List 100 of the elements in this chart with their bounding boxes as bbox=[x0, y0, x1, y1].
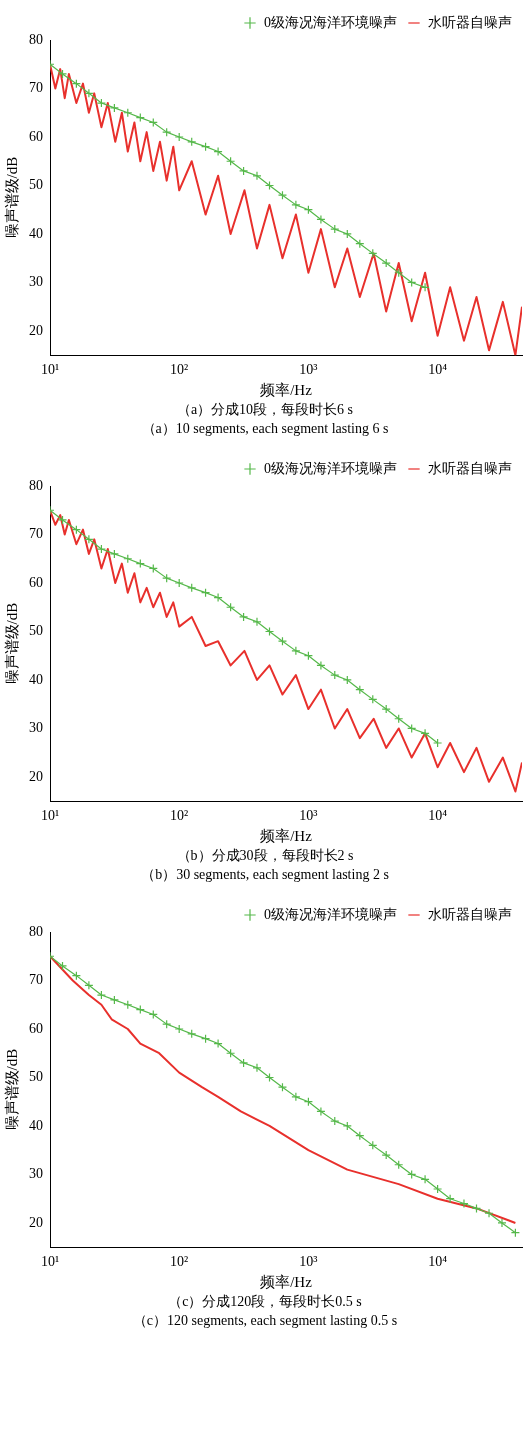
y-tick-label: 70 bbox=[29, 972, 43, 988]
point bbox=[84, 88, 94, 98]
point bbox=[291, 1092, 301, 1102]
x-axis-title: 频率/Hz bbox=[260, 1273, 313, 1290]
x-tick-label: 10³ bbox=[299, 1254, 318, 1270]
y-tick-label: 60 bbox=[29, 1020, 43, 1036]
x-tick-label: 10¹ bbox=[40, 1254, 60, 1270]
x-tick-label: 10¹ bbox=[40, 362, 60, 378]
text: （c）分成120段，每段时长0.5 s bbox=[167, 1293, 363, 1311]
point bbox=[96, 544, 107, 554]
point bbox=[330, 670, 340, 680]
point bbox=[174, 132, 184, 142]
text: （b）30 segments, each segment lasting 2 s bbox=[140, 866, 390, 884]
point bbox=[174, 578, 184, 588]
point bbox=[109, 995, 119, 1005]
text: （c）120 segments, each segment lasting 0.5 s bbox=[131, 1312, 399, 1330]
x-tick-label: 10⁴ bbox=[428, 808, 448, 824]
legend-label: 水听器自噪声 bbox=[428, 906, 512, 922]
point bbox=[484, 1208, 494, 1218]
text: （a）分成10段，每段时长6 s bbox=[175, 401, 355, 419]
point bbox=[96, 98, 107, 108]
point bbox=[109, 549, 119, 559]
y-tick-label: 80 bbox=[29, 477, 43, 493]
point bbox=[316, 1106, 326, 1117]
point bbox=[433, 738, 443, 748]
y-tick-label: 60 bbox=[29, 128, 43, 144]
y-tick-label: 40 bbox=[29, 225, 43, 241]
point bbox=[109, 103, 119, 113]
x-tick-label: 10³ bbox=[299, 808, 318, 824]
x-tick-label: 10⁴ bbox=[428, 362, 448, 378]
point bbox=[342, 229, 352, 239]
text: （b）分成30段，每段时长2 s bbox=[175, 847, 355, 865]
y-tick-label: 70 bbox=[29, 526, 43, 542]
point bbox=[445, 1194, 455, 1204]
x-tick-label: 10⁴ bbox=[428, 1254, 448, 1270]
point bbox=[252, 171, 262, 181]
x-tick-label: 10³ bbox=[299, 362, 318, 378]
point bbox=[84, 534, 94, 544]
legend-label: 0级海况海洋环境噪声 bbox=[264, 460, 397, 476]
point bbox=[459, 1198, 469, 1209]
x-tick-label: 10¹ bbox=[40, 808, 60, 824]
point bbox=[162, 573, 172, 583]
x-axis-title: 频率/Hz bbox=[260, 381, 313, 398]
y-tick-label: 80 bbox=[29, 923, 43, 939]
y-tick-label: 70 bbox=[29, 80, 43, 96]
point bbox=[238, 612, 249, 622]
y-tick-label: 30 bbox=[29, 1166, 43, 1182]
legend-label: 水听器自噪声 bbox=[428, 460, 512, 476]
point bbox=[420, 282, 430, 292]
legend-label: 0级海况海洋环境噪声 bbox=[264, 906, 397, 922]
y-tick-label: 20 bbox=[29, 768, 43, 784]
point bbox=[330, 1116, 340, 1126]
point bbox=[174, 1024, 184, 1034]
point bbox=[238, 1058, 249, 1068]
point bbox=[213, 146, 223, 157]
point bbox=[57, 515, 68, 525]
y-axis-title: 噪声谱级/dB bbox=[3, 1048, 20, 1131]
point bbox=[96, 990, 107, 1000]
point bbox=[381, 1150, 391, 1160]
point bbox=[84, 980, 94, 990]
y-tick-label: 60 bbox=[29, 574, 43, 590]
point bbox=[497, 1218, 507, 1228]
y-tick-label: 40 bbox=[29, 1117, 43, 1133]
point bbox=[162, 127, 172, 137]
y-axis-title: 噪声谱级/dB bbox=[3, 156, 20, 239]
y-tick-label: 50 bbox=[29, 177, 43, 193]
point bbox=[342, 675, 352, 685]
y-tick-label: 30 bbox=[29, 720, 43, 736]
y-tick-label: 20 bbox=[29, 322, 43, 338]
point bbox=[252, 1063, 262, 1073]
point bbox=[213, 1038, 223, 1049]
point bbox=[381, 704, 391, 714]
point bbox=[420, 1174, 430, 1184]
point bbox=[238, 166, 249, 176]
legend-label: 水听器自噪声 bbox=[428, 14, 512, 30]
point bbox=[213, 592, 223, 603]
x-tick-label: 10² bbox=[170, 362, 189, 378]
point bbox=[433, 1184, 443, 1194]
y-axis-title: 噪声谱级/dB bbox=[3, 602, 20, 685]
x-tick-label: 10² bbox=[170, 808, 189, 824]
y-tick-label: 80 bbox=[29, 31, 43, 47]
point bbox=[316, 660, 326, 671]
x-tick-label: 10² bbox=[170, 1254, 189, 1270]
y-tick-label: 20 bbox=[29, 1214, 43, 1230]
y-tick-label: 50 bbox=[29, 623, 43, 639]
point bbox=[57, 961, 68, 971]
text: （a）10 segments, each segment lasting 6 s bbox=[140, 420, 390, 438]
point bbox=[57, 69, 68, 79]
point bbox=[162, 1019, 172, 1029]
y-tick-label: 30 bbox=[29, 274, 43, 290]
y-tick-label: 50 bbox=[29, 1069, 43, 1085]
point bbox=[316, 214, 326, 225]
point bbox=[330, 224, 340, 234]
point bbox=[381, 258, 391, 268]
legend-label: 0级海况海洋环境噪声 bbox=[264, 14, 397, 30]
point bbox=[291, 646, 301, 656]
x-axis-title: 频率/Hz bbox=[260, 827, 313, 844]
y-tick-label: 40 bbox=[29, 671, 43, 687]
point bbox=[342, 1121, 352, 1131]
point bbox=[291, 200, 301, 210]
